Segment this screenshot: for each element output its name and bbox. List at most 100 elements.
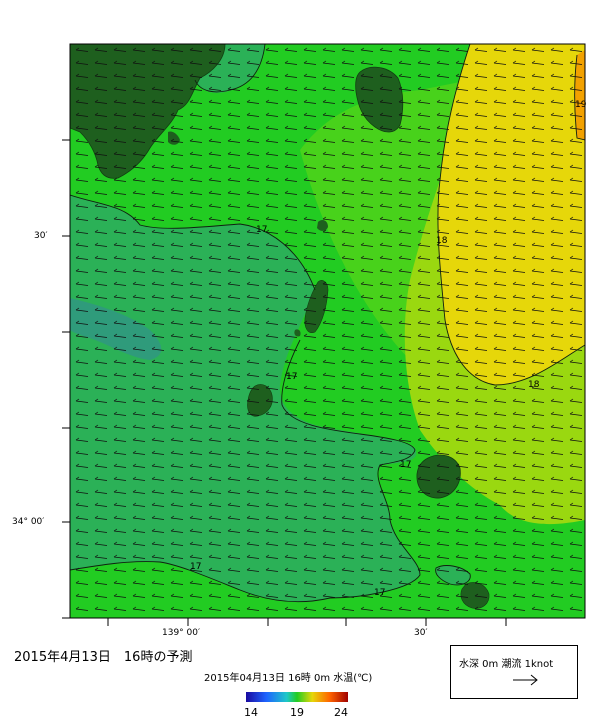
current-arrow (493, 515, 507, 520)
current-arrow (474, 411, 488, 416)
current-arrow (550, 164, 564, 169)
current-arrow (550, 229, 564, 234)
current-arrow (379, 86, 393, 91)
current-arrow (341, 424, 355, 429)
current-arrow (227, 359, 241, 364)
current-arrow (75, 502, 89, 507)
current-arrow (246, 450, 260, 455)
current-arrow (113, 411, 127, 416)
current-arrow (94, 502, 108, 507)
contour-label: 17 (190, 562, 202, 572)
current-arrow (189, 151, 203, 156)
current-arrow (417, 164, 431, 169)
current-arrow (94, 593, 108, 598)
current-arrow (75, 203, 89, 208)
current-arrow (341, 554, 355, 559)
current-arrow (322, 398, 336, 403)
current-arrow (569, 437, 583, 442)
current-arrow (227, 463, 241, 468)
current-arrow (94, 385, 108, 390)
current-arrow (189, 60, 203, 65)
current-arrow (189, 359, 203, 364)
current-arrow (341, 138, 355, 143)
current-arrow (284, 489, 298, 494)
current-arrow (398, 580, 412, 585)
current-arrow (208, 372, 222, 377)
current-arrow (379, 268, 393, 273)
current-arrow (398, 385, 412, 390)
current-arrow (208, 86, 222, 91)
current-arrow (265, 60, 279, 65)
current-arrow (170, 281, 184, 286)
current-arrow (360, 151, 374, 156)
current-arrow (303, 333, 317, 338)
lat-label: 30′ (34, 231, 48, 241)
current-arrow (379, 47, 393, 52)
current-arrow (493, 255, 507, 260)
current-arrow (474, 463, 488, 468)
current-arrow (246, 515, 260, 520)
current-arrow (398, 138, 412, 143)
current-arrow (474, 385, 488, 390)
current-arrow (75, 463, 89, 468)
current-arrow (493, 528, 507, 533)
current-arrow (379, 489, 393, 494)
current-arrow (208, 203, 222, 208)
current-arrow (417, 73, 431, 78)
current-arrow (132, 47, 146, 52)
current-arrow (569, 307, 583, 312)
current-arrow (569, 60, 583, 65)
current-arrow (113, 385, 127, 390)
current-arrow (265, 216, 279, 221)
current-arrow (322, 73, 336, 78)
current-arrow (75, 125, 89, 130)
current-arrow (189, 99, 203, 104)
current-arrow (493, 99, 507, 104)
current-arrow (113, 398, 127, 403)
current-arrow (455, 463, 469, 468)
current-arrow (512, 216, 526, 221)
current-arrow (227, 73, 241, 78)
current-arrow (322, 320, 336, 325)
current-arrow (75, 424, 89, 429)
current-arrow (550, 437, 564, 442)
current-arrow (208, 47, 222, 52)
current-arrow (474, 125, 488, 130)
current-arrow (265, 450, 279, 455)
current-arrow (75, 515, 89, 520)
current-arrow (493, 580, 507, 585)
current-arrow (265, 411, 279, 416)
current-arrow (379, 190, 393, 195)
current-arrow (417, 177, 431, 182)
current-arrow (208, 450, 222, 455)
current-arrow (75, 606, 89, 611)
current-arrow (208, 177, 222, 182)
current-arrow (493, 229, 507, 234)
current-arrow (113, 528, 127, 533)
current-arrow (246, 593, 260, 598)
current-arrow (550, 242, 564, 247)
current-arrow (113, 99, 127, 104)
current-arrow (322, 359, 336, 364)
current-arrow (436, 60, 450, 65)
current-arrow (474, 229, 488, 234)
current-legend: 水深 0m 潮流 1knot (450, 645, 578, 699)
current-arrow (284, 398, 298, 403)
current-arrow (360, 411, 374, 416)
current-arrow (265, 346, 279, 351)
contour-label: 18 (528, 380, 540, 390)
current-arrow (75, 437, 89, 442)
current-arrow (94, 255, 108, 260)
current-arrow (493, 372, 507, 377)
current-arrow (94, 411, 108, 416)
current-arrow (398, 229, 412, 234)
sea-region-19-5 (574, 50, 585, 140)
current-arrow (189, 541, 203, 546)
current-arrow (303, 242, 317, 247)
current-arrow (398, 112, 412, 117)
current-arrow (227, 398, 241, 403)
current-arrow (208, 125, 222, 130)
current-arrow (94, 138, 108, 143)
current-arrow (322, 476, 336, 481)
current-arrow (75, 398, 89, 403)
